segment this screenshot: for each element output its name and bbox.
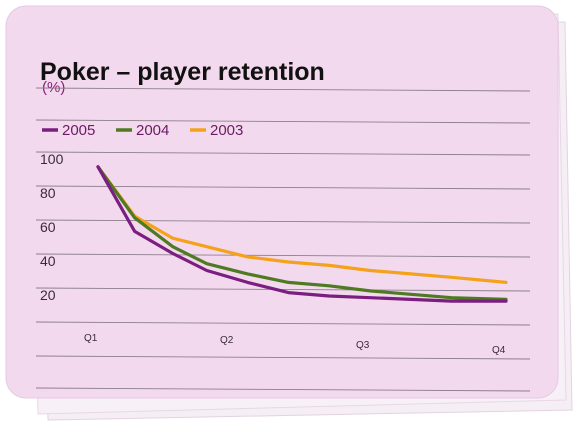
y-axis-ticks: 100 80 60 40 20 (40, 151, 64, 303)
legend-label-2005: 2005 (62, 122, 95, 139)
series-line-2004 (96, 165, 508, 301)
y-tick-label: 100 (40, 151, 64, 167)
grid-line (35, 219, 531, 224)
y-tick-label: 40 (40, 253, 56, 269)
x-axis-ticks: Q1 Q2 Q3 Q4 (84, 333, 506, 356)
legend-label-2004: 2004 (136, 122, 169, 139)
y-tick-label: 80 (40, 185, 56, 201)
y-tick-label: 60 (40, 219, 56, 235)
x-tick-label: Q1 (84, 333, 98, 344)
legend: 2005 2004 2003 (42, 122, 243, 139)
grid-line (35, 287, 531, 292)
grid-lines (35, 87, 531, 392)
chart-title: Poker – player retention (40, 58, 325, 86)
grid-line (35, 119, 531, 124)
grid-line (35, 355, 531, 360)
grid-line (35, 87, 531, 92)
grid-line (35, 321, 531, 326)
grid-line (35, 253, 531, 258)
series-lines (96, 165, 508, 303)
grid-line (35, 185, 531, 190)
x-tick-label: Q3 (356, 340, 370, 351)
grid-line (35, 151, 531, 156)
x-tick-label: Q2 (220, 335, 234, 346)
y-tick-label: 20 (40, 287, 56, 303)
x-tick-label: Q4 (492, 345, 506, 356)
legend-label-2003: 2003 (210, 122, 243, 139)
series-line-2003 (96, 165, 508, 284)
series-line-2005 (96, 165, 508, 303)
grid-line (35, 387, 531, 392)
unit-label: (%) (42, 79, 65, 96)
